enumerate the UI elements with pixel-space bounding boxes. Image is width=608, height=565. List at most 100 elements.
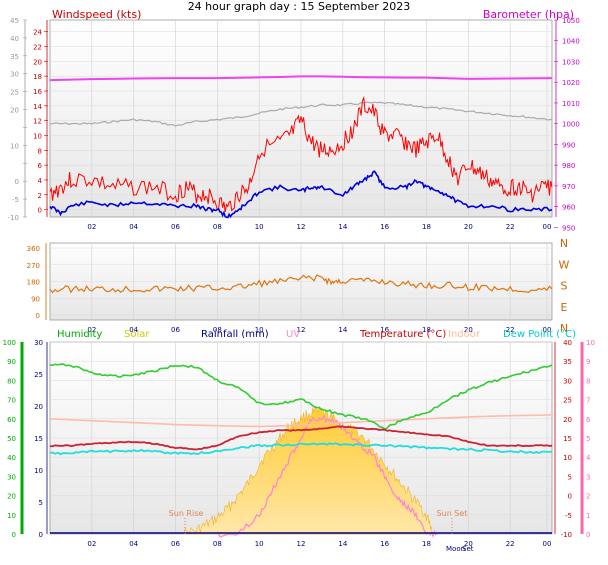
dir-x-tick: 10 — [255, 326, 264, 334]
windspeed-axis-label: Windspeed (kts) — [52, 8, 141, 21]
legend-humidity: Humidity — [57, 329, 102, 340]
climate-x-tick: 14 — [338, 540, 347, 548]
wind-outer-tick: 40 — [10, 35, 19, 43]
wind-direction-series — [49, 274, 553, 294]
wind-outer-tick: -10 — [8, 214, 19, 222]
wind-inner-tick: 14 — [33, 103, 42, 111]
barometer-axis-label: Barometer (hpa) — [483, 8, 574, 21]
wind-series — [49, 75, 553, 219]
humidity-tick: 20 — [7, 493, 16, 501]
humidity-tick: 50 — [7, 435, 16, 443]
temp-tick: 30 — [563, 377, 572, 385]
dir-x-tick: 02 — [87, 326, 96, 334]
climate-x-tick: 02 — [87, 540, 96, 548]
dir-x-tick: 20 — [464, 326, 473, 334]
humidity-tick: 40 — [7, 454, 16, 462]
indoor-series-line — [49, 414, 553, 428]
humidity-tick: 0 — [12, 531, 16, 539]
climate-x-tick: 06 — [171, 540, 180, 548]
moonrise-label: Moon — [446, 545, 465, 553]
uv-tick: 2 — [586, 493, 590, 501]
wind-x-tick: 16 — [380, 223, 389, 231]
dir-x-tick: 06 — [171, 326, 180, 334]
humidity-tick: 70 — [7, 397, 16, 405]
rain-tick: 30 — [34, 339, 43, 347]
dir-compass-tick: N — [560, 237, 568, 250]
wind-outer-tick: 30 — [10, 71, 19, 79]
baro-tick: 980 — [562, 162, 575, 170]
dir-left-tick: 270 — [27, 262, 40, 270]
baro-tick: 990 — [562, 141, 575, 149]
direction-axes: 02 04 06 08 10 12 14 16 18 20 22 00360270180900NWSE… — [27, 237, 570, 335]
wind-x-tick: 00 — [543, 223, 552, 231]
baro-tick: 1000 — [562, 121, 580, 129]
temp-tick: 35 — [563, 358, 572, 366]
sunrise-label: Sun Rise — [169, 509, 204, 518]
temp-tick: 0 — [568, 493, 572, 501]
uv-series-line — [216, 415, 438, 539]
legend-temperature: Temperature (°C) — [359, 329, 446, 340]
wind-outer-tick: 10 — [10, 142, 19, 150]
dir-compass-tick: N — [560, 322, 568, 335]
legend-indoor: Indoor — [448, 329, 481, 340]
uv-tick: 3 — [586, 473, 590, 481]
uv-tick: 10 — [586, 339, 595, 347]
humidity-tick: 60 — [7, 416, 16, 424]
direction-grid — [50, 243, 552, 320]
grey-series-line — [49, 101, 553, 127]
wind-inner-tick: 20 — [33, 58, 42, 66]
temp-tick: 25 — [563, 397, 572, 405]
wind-inner-tick: 24 — [33, 29, 42, 37]
humidity-tick: 10 — [7, 512, 16, 520]
humidity-tick: 30 — [7, 473, 16, 481]
uv-tick: 9 — [586, 358, 590, 366]
wind-outer-tick: 25 — [10, 89, 19, 97]
dir-compass-tick: E — [561, 301, 568, 314]
wind-x-tick: 02 — [87, 223, 96, 231]
wind-x-tick: 04 — [129, 223, 138, 231]
rain-tick: 20 — [34, 403, 43, 411]
dir-x-tick: 12 — [297, 326, 306, 334]
wind-outer-tick: 35 — [10, 53, 19, 61]
climate-x-tick: 04 — [129, 540, 138, 548]
wind-inner-tick: 12 — [33, 118, 42, 126]
rain-tick: 15 — [34, 435, 43, 443]
uv-tick: 4 — [586, 454, 591, 462]
climate-x-tick: 22 — [506, 540, 515, 548]
climate-x-tick: 18 — [422, 540, 431, 548]
climate-x-tick: 16 — [380, 540, 389, 548]
climate-x-tick: 20 — [464, 540, 473, 548]
chart-title: 24 hour graph day : 15 September 2023 — [188, 0, 411, 13]
temp-tick: -10 — [561, 531, 572, 539]
dir-x-tick: 18 — [422, 326, 431, 334]
uv-tick: 8 — [586, 377, 590, 385]
climate-x-tick: 00 — [543, 540, 552, 548]
wind-inner-tick: 4 — [38, 177, 43, 185]
dir-x-tick: 14 — [338, 326, 347, 334]
wind-inner-tick: 6 — [38, 162, 43, 170]
dir-left-tick: 360 — [27, 245, 40, 253]
wind-x-tick: 18 — [422, 223, 431, 231]
dewpoint-series-line — [49, 442, 553, 456]
baro-tick: 1010 — [562, 100, 580, 108]
baro-tick: 1030 — [562, 58, 580, 66]
legend-uv: UV — [286, 329, 300, 340]
wind-inner-tick: 16 — [33, 88, 42, 96]
legend-solar: Solar — [124, 329, 150, 340]
temperature-series-line — [49, 425, 553, 451]
dir-compass-tick: S — [561, 280, 568, 293]
direction-series — [49, 274, 553, 294]
climate-series — [49, 363, 553, 539]
rain-tick: 25 — [34, 371, 43, 379]
climate-x-tick: 10 — [255, 540, 264, 548]
dir-left-tick: 180 — [27, 279, 40, 287]
barometer-series-line — [49, 75, 553, 82]
rain-tick: 5 — [39, 499, 43, 507]
temp-tick: 40 — [563, 339, 572, 347]
legend-dewpoint: Dew Point (°C) — [503, 329, 576, 340]
wind-inner-tick: 18 — [33, 73, 42, 81]
baro-tick: 1040 — [562, 38, 580, 46]
climate-legend: Humidity Solar Rainfall (mm) UV Temperature … — [57, 329, 576, 340]
uv-tick: 0 — [586, 531, 590, 539]
wind-inner-tick: 22 — [33, 44, 42, 52]
